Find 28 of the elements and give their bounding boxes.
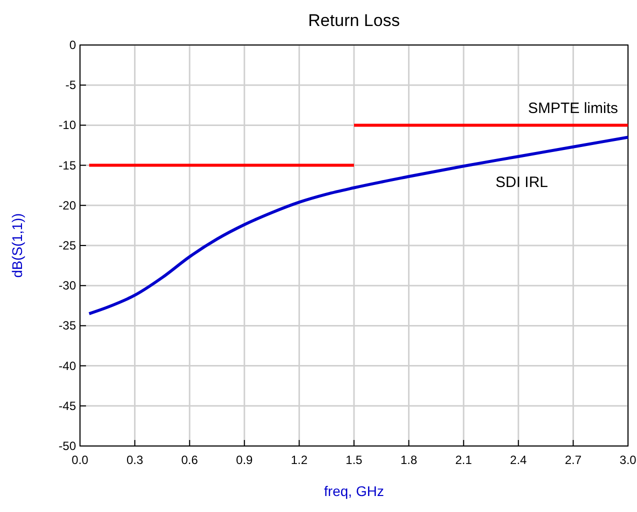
y-tick-label: -35: [58, 318, 76, 333]
y-axis-title: dB(S(1,1)): [9, 213, 25, 278]
y-tick-label: -25: [58, 238, 76, 252]
x-tick-label: 0.3: [126, 453, 144, 467]
y-tick-label: -10: [58, 118, 76, 132]
x-tick-label: 1.8: [400, 453, 418, 467]
x-tick-label: 2.7: [564, 453, 582, 467]
x-tick-label: 0.9: [236, 453, 254, 467]
x-axis-title: freq, GHz: [324, 483, 384, 499]
chart-title: Return Loss: [308, 11, 400, 30]
series-label: SDI IRL: [495, 174, 548, 192]
y-tick-label: 0: [69, 38, 76, 52]
x-tick-label: 3.0: [620, 453, 637, 467]
x-tick-label: 2.4: [510, 453, 528, 467]
x-tick-label: 0.6: [181, 453, 198, 467]
y-tick-label: -5: [65, 78, 76, 92]
series-label: SMPTE limits: [528, 100, 618, 118]
x-tick-label: 1.2: [290, 453, 308, 467]
y-tick-label: -15: [58, 158, 76, 172]
x-tick-label: 2.1: [455, 453, 472, 467]
x-tick-label: 1.5: [346, 453, 363, 467]
y-tick-label: -45: [58, 398, 76, 413]
line-series: [88, 136, 630, 316]
y-tick-label: -20: [58, 198, 76, 212]
y-tick-label: -30: [58, 278, 76, 293]
y-tick-label: -50: [58, 439, 76, 453]
y-tick-label: -40: [58, 358, 76, 373]
x-tick-label: 0.0: [72, 453, 89, 467]
